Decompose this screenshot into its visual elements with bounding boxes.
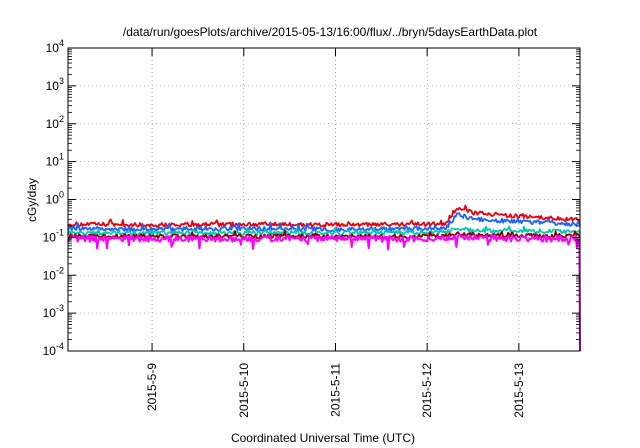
- x-tick-label: 2015-5-12: [420, 363, 434, 418]
- chart-title: /data/run/goesPlots/archive/2015-05-13/1…: [123, 25, 538, 39]
- grid-lines: [68, 48, 580, 351]
- x-tick-label: 2015-5-9: [145, 363, 159, 411]
- series-line: [67, 212, 581, 233]
- series-line: [67, 229, 581, 240]
- y-tick-label: 10-4: [43, 341, 64, 358]
- y-tick-label: 10-3: [43, 303, 64, 320]
- series-line: [67, 225, 581, 236]
- y-tick-label: 102: [46, 114, 64, 131]
- y-tick-label: 10-1: [43, 227, 64, 244]
- y-tick-label: 101: [46, 152, 64, 169]
- x-tick-label: 2015-5-13: [512, 363, 526, 418]
- y-tick-label: 104: [46, 38, 64, 55]
- x-tick-label: 2015-5-11: [328, 363, 342, 417]
- y-tick-label: 100: [46, 190, 64, 207]
- x-axis-ticks: 2015-5-9 2015-5-10 2015-5-11 2015-5-12 2015-…: [145, 48, 526, 418]
- y-axis-label: cGy/day: [25, 178, 39, 222]
- y-tick-label: 10-2: [43, 265, 64, 282]
- x-tick-label: 2015-5-10: [237, 363, 251, 418]
- series-line: [67, 204, 581, 228]
- y-tick-label: 103: [46, 76, 64, 93]
- plot-frame: [67, 47, 581, 352]
- series-line: [67, 233, 581, 352]
- series-layer: [67, 204, 581, 352]
- x-axis-label: Coordinated Universal Time (UTC): [231, 431, 415, 445]
- y-axis-ticks: 10-4 10-3 10-2 10-1 100 101 102 103 104: [43, 38, 580, 358]
